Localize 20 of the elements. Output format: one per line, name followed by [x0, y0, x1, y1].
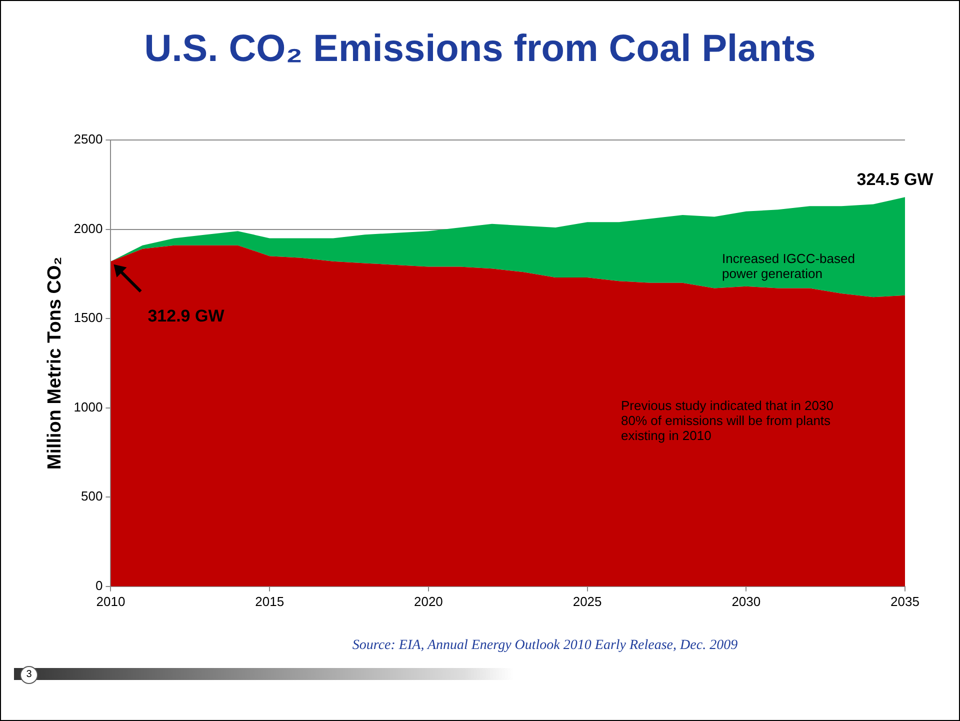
y-axis-title: Million Metric Tons CO₂: [44, 256, 66, 470]
y-tick-label: 1500: [74, 310, 103, 326]
x-tick-label: 2025: [572, 594, 602, 609]
x-tick-label: 2035: [890, 594, 920, 609]
annotation: Previous study indicated that in 2030 80% of emissions will be from plants existing in 2010: [621, 398, 834, 443]
x-tick-label: 2030: [732, 594, 761, 609]
annotation: 312.9 GW: [148, 306, 226, 326]
y-tick-label: 1000: [74, 399, 103, 414]
source-note: Source: EIA, Annual Energy Outlook 2010 Early Release, Dec. 2009: [351, 638, 739, 653]
x-tick-label: 2010: [96, 594, 126, 609]
y-tick-label: 0: [95, 578, 103, 593]
y-tick-label: 500: [81, 488, 103, 504]
x-tick-label: 2015: [255, 594, 284, 609]
x-tick-label: 2020: [414, 594, 443, 609]
text: 3: [20, 666, 38, 684]
y-tick-label: 2500: [74, 132, 103, 147]
annotation: Increased IGCC-based power generation: [722, 251, 855, 281]
chart-title: U.S. CO₂ Emissions from Coal Plants: [143, 28, 817, 71]
annotation: 324.5 GW: [856, 170, 934, 190]
y-tick-label: 2000: [74, 220, 103, 236]
